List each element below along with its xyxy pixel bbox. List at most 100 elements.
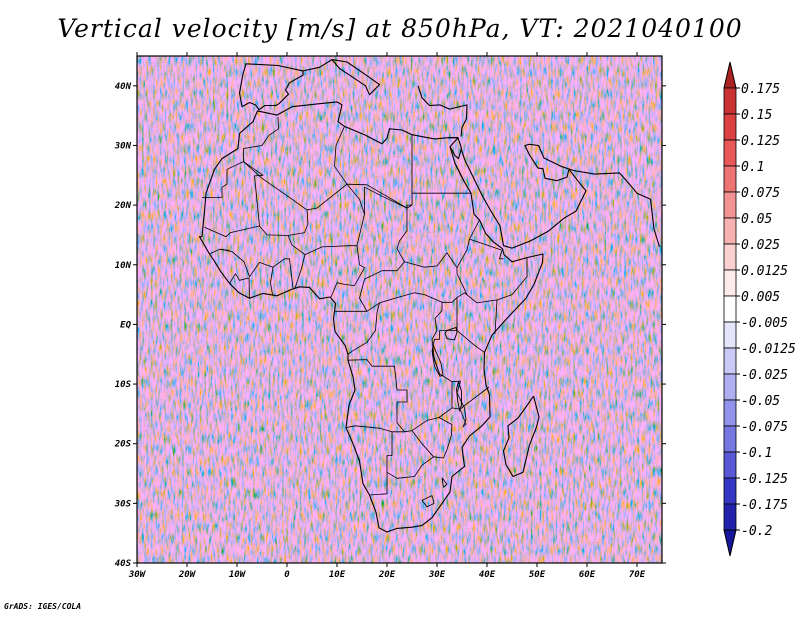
country-border [406,204,412,209]
lat-tick-label: 30N [114,141,132,151]
country-border [499,248,504,260]
lat-tick-label: 10S [115,380,132,390]
colorbar-bin [723,321,737,349]
lon-tick-label: 50E [529,570,546,580]
colorbar-bin [723,243,737,271]
colorbar-label: 0.005 [741,290,780,305]
lake-outline [432,344,444,377]
colorbar-bin [723,347,737,375]
coastline-redsea_west [454,163,465,182]
country-border [202,161,244,198]
colorbar-label: -0.0125 [741,342,796,357]
colorbar-label: 0.125 [741,134,780,149]
country-border [411,430,434,458]
colorbar-label: 0.175 [741,82,780,97]
lon-tick-label: 10E [329,570,346,580]
coastline-sinai [448,137,463,160]
map-title: Vertical velocity [m/s] at 850hPa, VT: 2… [57,14,743,43]
country-border [469,238,502,251]
colorbar-bin [723,503,737,531]
footer-credit: GrADS: IGES/COLA [4,602,82,611]
colorbar-label: -0.175 [741,498,788,513]
colorbar-bin [723,139,737,167]
country-border [431,330,440,375]
lat-tick-label: 30S [114,499,132,509]
country-border [456,219,480,268]
colorbar-label: 0.075 [741,186,780,201]
lat-tick-label: 10N [115,261,132,271]
lat-tick-label: EQ [120,320,131,330]
colorbar-bin [723,425,737,453]
lon-tick-label: 0 [284,570,290,580]
country-border [220,248,274,295]
country-border [272,258,294,289]
colorbar-label: 0.05 [741,212,772,227]
plot-frame [136,55,663,564]
colorbar: 0.175 0.15 0.125 0.1 0.075 0.05 0.025 0.0125 0.0… [723,61,796,557]
lon-tick-label: 20W [178,570,197,580]
country-border [459,386,490,410]
country-border [345,425,405,433]
colorbar-bin [723,87,737,115]
country-border [386,449,448,479]
colorbar-min-arrow [723,529,737,557]
lon-tick-label: 70E [629,570,646,580]
lon-tick-label: 30W [128,570,147,580]
colorbar-bin [723,399,737,427]
lake-outline [444,326,458,341]
lake-outline [456,380,462,412]
country-border [243,126,348,211]
colorbar-bin [723,477,737,505]
coastline-arabia [460,143,661,249]
country-border [421,495,435,508]
lat-tick-label: 20N [114,201,132,211]
coastline-med_north [302,59,381,96]
country-border [346,183,365,215]
lat-tick-label: 40N [115,82,132,92]
coastline-anatolia [417,85,468,137]
colorbar-bin [723,295,737,323]
country-border [347,302,380,355]
country-border [347,302,453,433]
colorbar-label: -0.2 [741,524,772,539]
lat-tick-label: 40S [115,559,132,569]
colorbar-label: -0.1 [741,446,772,461]
colorbar-bin [723,217,737,245]
colorbar-label: 0.1 [741,160,764,175]
lon-tick-label: 40E [479,570,496,580]
lat-tick-label: 20S [114,440,132,450]
colorbar-label: -0.05 [741,394,780,409]
colorbar-bin [723,165,737,193]
country-border [404,252,468,295]
country-border [441,477,448,488]
coastline-madagascar [502,395,540,478]
colorbar-label: -0.125 [741,472,788,487]
country-border [330,245,365,298]
country-border [369,431,393,496]
country-border [287,209,309,236]
colorbar-max-arrow [723,61,737,89]
colorbar-label: -0.005 [741,316,788,331]
colorbar-label: 0.15 [741,108,772,123]
colorbar-label: -0.025 [741,368,788,383]
colorbar-bin [723,373,737,401]
colorbar-label: 0.025 [741,238,780,253]
country-border [496,257,528,301]
colorbar-bin [723,113,737,141]
country-border [209,248,230,255]
lon-tick-label: 10W [229,570,247,580]
colorbar-bin [723,451,737,479]
country-border [259,225,306,289]
colorbar-label: 0.0125 [741,264,788,279]
colorbar-bin [723,269,737,297]
lon-tick-label: 60E [579,570,596,580]
country-border [304,186,408,271]
country-border [243,116,279,162]
lon-tick-label: 20E [378,570,396,580]
lon-tick-label: 30E [428,570,446,580]
colorbar-label: -0.075 [741,420,788,435]
country-border [229,273,250,299]
coastline-iberia [238,63,304,111]
country-border [438,417,453,450]
